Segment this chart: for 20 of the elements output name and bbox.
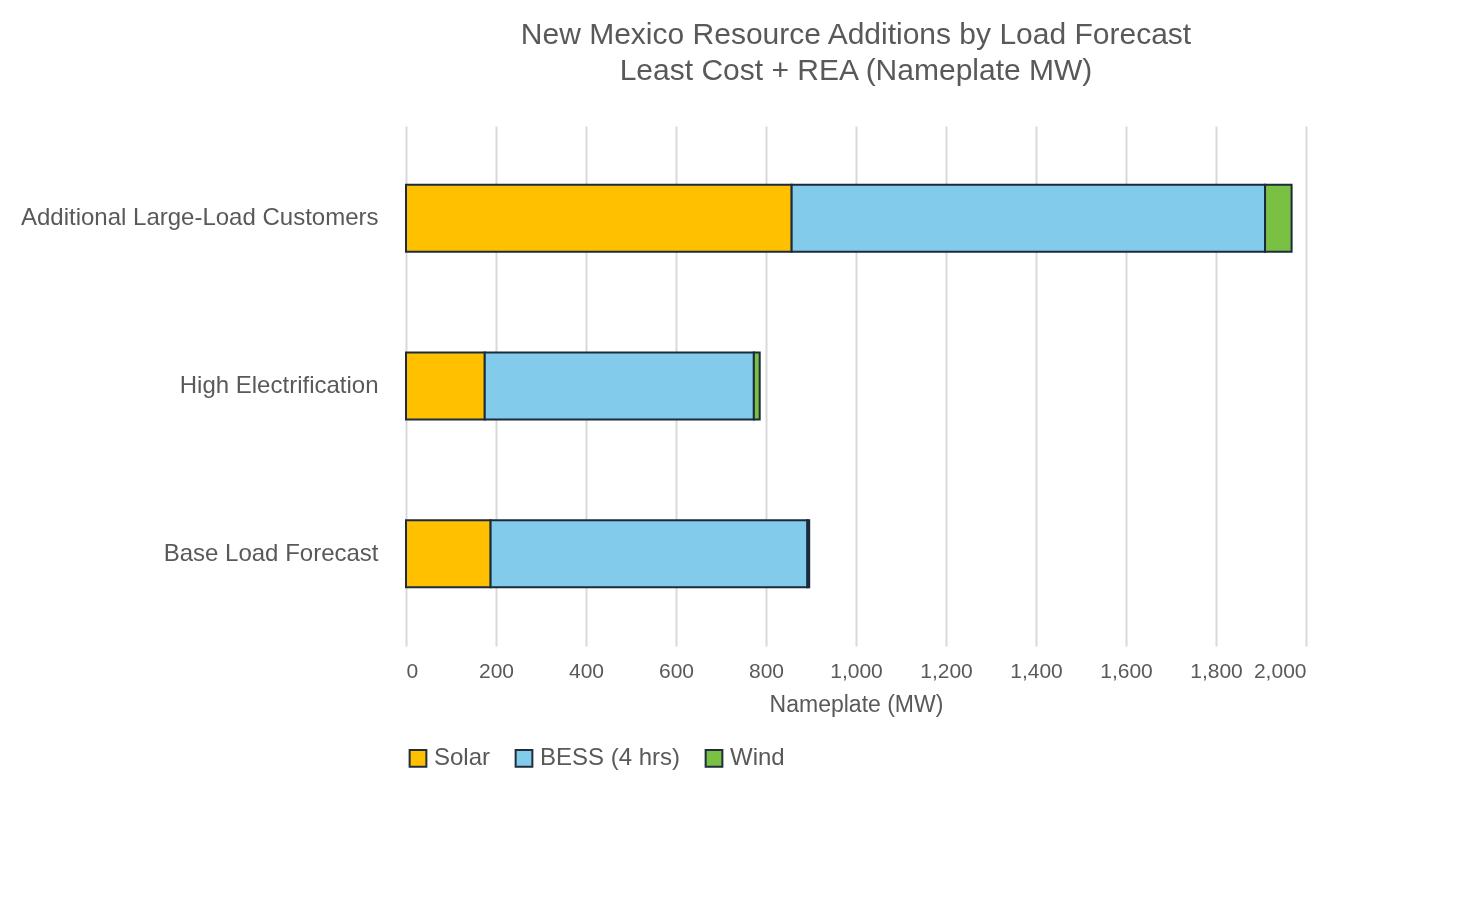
x-tick-label: 1,600 xyxy=(1100,658,1153,682)
x-tick-label: 2,000 xyxy=(1253,658,1307,682)
x-axis-title: Nameplate (MW) xyxy=(769,690,944,717)
chart-subtitle: Least Cost + REA (Nameplate MW) xyxy=(619,53,1093,86)
x-tick-label: 1,400 xyxy=(1010,658,1063,682)
x-tick-label: 0 xyxy=(406,658,419,682)
x-tick-label: 400 xyxy=(568,658,605,682)
x-tick-label: 1,800 xyxy=(1190,658,1243,682)
x-tick-label: 600 xyxy=(658,658,695,682)
legend-label: BESS (4 hrs) xyxy=(540,743,681,771)
x-tick-label: 1,000 xyxy=(830,658,883,682)
chart-title: New Mexico Resource Additions by Load Forecast xyxy=(520,17,1192,50)
y-tick-label: Base Load Forecast xyxy=(163,538,379,566)
y-tick-label: Additional Large-Load Customers xyxy=(20,203,379,231)
x-tick-label: 1,200 xyxy=(920,658,973,682)
y-tick-label: High Electrification xyxy=(179,371,379,398)
x-tick-label: 800 xyxy=(748,658,785,682)
legend-label: Wind xyxy=(730,743,785,771)
x-tick-label: 200 xyxy=(478,658,515,682)
legend-label: Solar xyxy=(434,743,491,771)
